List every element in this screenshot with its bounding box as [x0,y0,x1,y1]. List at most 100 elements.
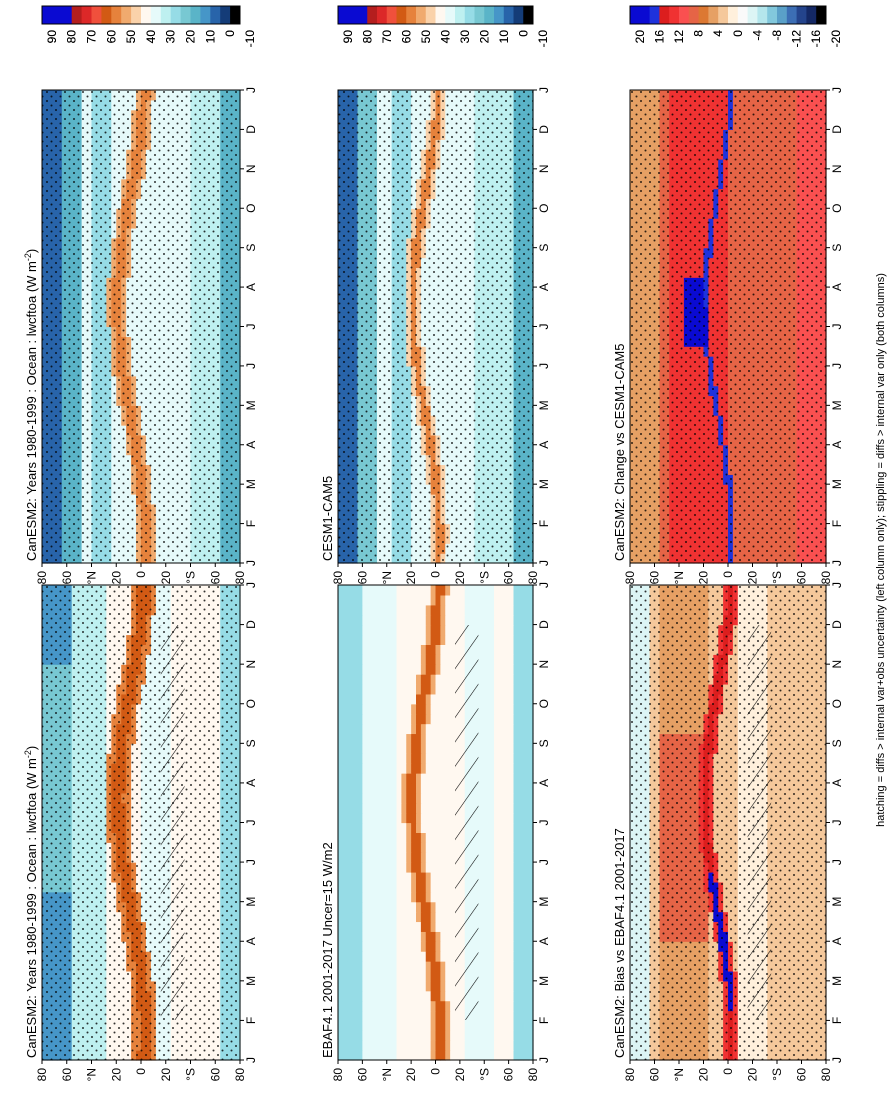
heatmap-cell [499,763,504,774]
heatmap-cell [397,1050,402,1061]
heatmap-cell [343,743,348,754]
heatmap-cell [499,1020,504,1030]
heatmap-cell [397,694,402,705]
month-tick-label: A [244,937,258,945]
heatmap-cell [348,743,353,754]
heatmap-cell [440,1050,445,1061]
heatmap-cell [445,1001,450,1012]
heatmap-cell [523,882,528,893]
heatmap-cell [387,664,392,675]
heatmap-cell [401,625,406,636]
heatmap-cell [440,823,445,834]
hatching-overlay [161,625,185,1020]
heatmap-cell [465,1040,470,1051]
heatmap-cell [504,842,509,853]
heatmap-cell [353,724,358,735]
heatmap-cell [353,753,358,764]
heatmap-cell [494,1001,499,1012]
heatmap-cell [445,704,450,715]
heatmap-cell [494,664,499,675]
heatmap-cell [406,912,411,923]
heatmap-cell [416,941,421,952]
heatmap-cell [514,971,519,982]
heatmap-cell [401,823,406,834]
heatmap-cell [387,892,392,903]
heatmap-cell [504,1011,509,1022]
heatmap-cell [450,674,455,685]
heatmap-cell [397,912,402,923]
heatmap-cell [377,1001,382,1012]
heatmap-cell [397,991,402,1002]
heatmap-cell [397,872,402,883]
heatmap-cell [509,803,514,814]
heatmap-cell [514,882,519,893]
heatmap-cell [343,842,348,853]
heatmap-cell [401,961,406,972]
heatmap-cell [499,971,504,982]
heatmap-cell [509,961,514,972]
heatmap-cell [372,684,377,695]
heatmap-cell [475,1040,480,1051]
heatmap-cell [484,615,489,626]
heatmap-cell [509,1030,514,1041]
heatmap-cell [426,902,431,913]
heatmap-cell [514,981,519,992]
heatmap-cell [479,1001,484,1012]
heatmap-cell [440,634,445,645]
heatmap-cell [445,763,450,774]
heatmap-cell [426,912,431,923]
heatmap-cell [348,714,353,725]
heatmap-cell [353,961,358,972]
heatmap-cell [504,605,509,616]
heatmap-cell [484,921,489,932]
heatmap-cell [494,763,499,774]
heatmap-cell [372,981,377,992]
heatmap-cell [426,981,431,992]
heatmap-cell [387,1030,392,1041]
heatmap-cell [484,842,489,853]
heatmap-cell [518,1011,523,1022]
heatmap-cell [387,823,392,834]
heatmap-cell [436,793,441,804]
heatmap-cell [479,882,484,893]
heatmap-cell [499,1040,504,1051]
heatmap-cell [489,961,494,972]
heatmap-cell [523,615,528,626]
heatmap-cell [484,714,489,725]
heatmap-cell [392,1001,397,1012]
heatmap-cell [343,1020,348,1030]
heatmap-cell [494,634,499,645]
heatmap-cell [338,783,343,794]
heatmap-cell [362,803,367,814]
heatmap-cell [421,634,426,645]
heatmap-cell [348,882,353,893]
heatmap-cell [421,1040,426,1051]
heatmap-cell [372,872,377,883]
heatmap-cell [479,981,484,992]
heatmap-cell [484,743,489,754]
heatmap-cell [358,694,363,705]
heatmap-cell [377,1050,382,1061]
heatmap-cell [401,981,406,992]
heatmap-cell [411,852,416,863]
heatmap-cell [397,832,402,843]
heatmap-cell [514,1030,519,1041]
heatmap-cell [401,842,406,853]
heatmap-cell [338,951,343,962]
heatmap-cell [460,1050,465,1061]
heatmap-cell [494,971,499,982]
heatmap-cell [514,912,519,923]
heatmap-cell [479,704,484,715]
heatmap-cell [397,743,402,754]
heatmap-cell [445,1020,450,1030]
heatmap-cell [358,674,363,685]
heatmap-cell [426,724,431,735]
heatmap-cell [509,605,514,616]
heatmap-cell [494,842,499,853]
heatmap-cell [460,595,465,606]
heatmap-cell [523,644,528,655]
heatmap-cell [489,832,494,843]
heatmap-cell [431,605,436,616]
heatmap-cell [484,644,489,655]
heatmap-cell [509,783,514,794]
